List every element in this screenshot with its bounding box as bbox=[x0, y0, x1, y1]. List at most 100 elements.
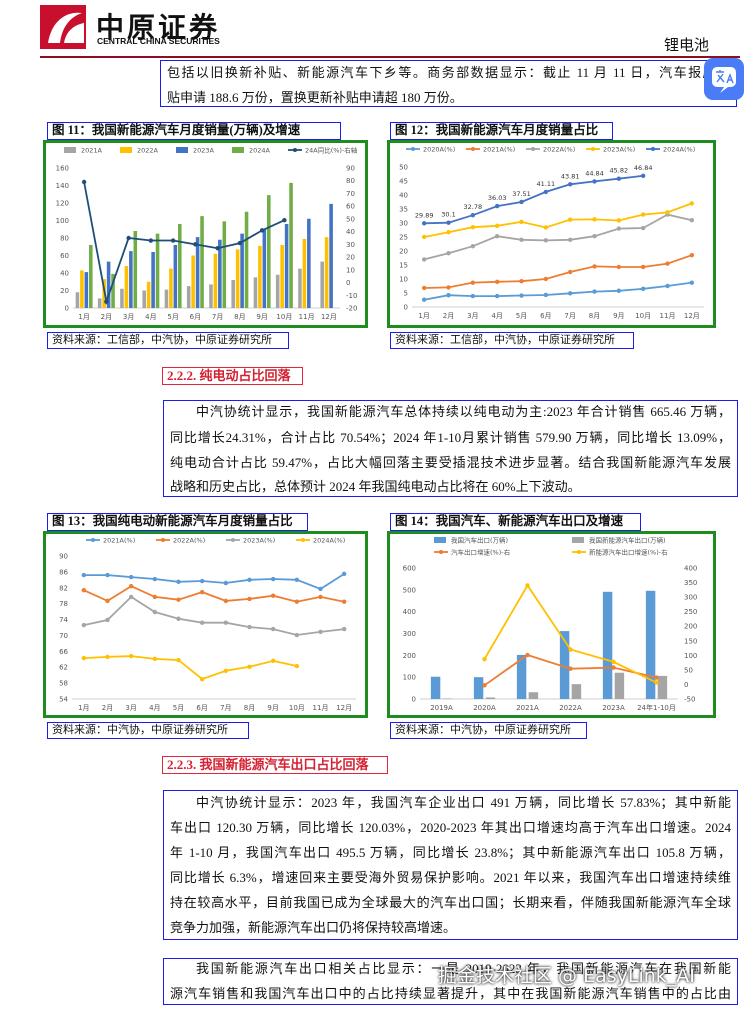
line-marker bbox=[152, 576, 158, 582]
x-tick-label: 5月 bbox=[167, 313, 178, 321]
bar bbox=[195, 237, 200, 308]
x-tick-label: 8月 bbox=[244, 704, 255, 712]
y-tick-label: 40 bbox=[399, 192, 408, 200]
bar bbox=[307, 218, 311, 308]
legend-label: 我国汽车出口(万辆) bbox=[451, 536, 508, 545]
line-marker bbox=[199, 578, 205, 584]
bar bbox=[151, 252, 155, 308]
legend-swatch bbox=[91, 538, 95, 542]
line-marker bbox=[247, 624, 252, 630]
y-tick-label: 35 bbox=[399, 206, 408, 214]
y-tick-label: 60 bbox=[60, 252, 69, 260]
x-tick-label: 7月 bbox=[212, 313, 223, 321]
line-marker bbox=[616, 226, 622, 231]
legend-label: 我国新能源汽车出口(万辆) bbox=[589, 536, 666, 545]
legend-label: 2024A(%) bbox=[313, 537, 345, 545]
x-tick-label: 12月 bbox=[321, 313, 337, 321]
x-tick-label: 3月 bbox=[125, 704, 136, 712]
line-marker bbox=[470, 280, 476, 285]
y-tick-label: 86 bbox=[59, 568, 68, 576]
legend-label: 汽车出口增速(%)-右 bbox=[451, 548, 511, 557]
paragraph-box: 中汽协统计显示，我国新能源汽车总体持续以纯电动为主:2023 年合计销售 665… bbox=[163, 400, 738, 497]
line-marker bbox=[270, 593, 276, 598]
line-marker bbox=[616, 264, 622, 270]
bar bbox=[244, 211, 249, 308]
line-marker bbox=[294, 663, 300, 669]
line-marker bbox=[421, 285, 427, 291]
y-tick-label: 58 bbox=[59, 680, 68, 688]
legend-label: 2021A(%) bbox=[103, 537, 135, 545]
data-label: 46.84 bbox=[634, 164, 653, 172]
bar bbox=[231, 280, 235, 308]
bar bbox=[284, 224, 289, 308]
y2-tick-label: 150 bbox=[684, 637, 697, 645]
line-marker bbox=[616, 176, 622, 181]
legend-label: 24A同比(%)-右轴 bbox=[305, 146, 358, 155]
x-tick-label: 9月 bbox=[613, 312, 624, 320]
bar bbox=[280, 245, 284, 308]
line-marker bbox=[689, 218, 695, 223]
line-marker bbox=[482, 656, 487, 662]
x-tick-label: 10月 bbox=[289, 704, 305, 712]
x-tick-label: 5月 bbox=[173, 704, 184, 712]
y-tick-label: 500 bbox=[403, 586, 416, 594]
legend-swatch bbox=[591, 147, 595, 151]
bar bbox=[142, 290, 146, 308]
line-marker bbox=[567, 269, 573, 275]
translate-icon[interactable] bbox=[703, 57, 745, 101]
bar bbox=[528, 692, 539, 699]
line-marker bbox=[640, 173, 646, 179]
y-tick-label: 0 bbox=[65, 305, 69, 313]
legend-swatch bbox=[293, 148, 297, 152]
y2-tick-label: -20 bbox=[346, 305, 357, 313]
line-marker bbox=[567, 237, 573, 242]
bar bbox=[516, 654, 527, 699]
legend-label: 2023A(%) bbox=[603, 146, 635, 154]
legend-swatch bbox=[301, 538, 305, 542]
x-tick-label: 10月 bbox=[635, 312, 651, 320]
chart-frame: 0 100 200 300 400 500 600 -50 0 50 100 150 200 250 300… bbox=[387, 531, 716, 718]
x-tick-label: 2020A bbox=[473, 704, 496, 712]
logo-cn: 中原证券 bbox=[96, 13, 221, 44]
y-tick-label: 40 bbox=[60, 270, 69, 278]
bar bbox=[213, 253, 218, 308]
y2-tick-label: 200 bbox=[684, 623, 697, 631]
bar bbox=[298, 268, 302, 308]
series-line bbox=[83, 585, 345, 603]
x-tick-label: 6月 bbox=[196, 704, 207, 712]
x-tick-label: 5月 bbox=[516, 312, 527, 320]
bar bbox=[97, 298, 102, 308]
y-tick-label: 100 bbox=[56, 217, 69, 225]
line-marker bbox=[543, 276, 549, 282]
paragraph-box: 我国新能源汽车出口相关占比显示：一是 2019-2023 年，我国新能源汽车在我… bbox=[163, 958, 738, 1005]
bar bbox=[442, 698, 453, 699]
series-line bbox=[83, 573, 345, 591]
y2-tick-label: 350 bbox=[684, 579, 697, 587]
line-marker bbox=[592, 264, 597, 269]
x-tick-label: 2021A bbox=[516, 704, 539, 712]
line-marker bbox=[341, 599, 347, 604]
legend-label: 新能源汽车出口增速(%)-右 bbox=[589, 548, 668, 557]
legend-swatch bbox=[651, 147, 655, 151]
x-tick-label: 10月 bbox=[276, 313, 292, 321]
figure-caption: 图 14：我国汽车、新能源汽车出口及增速 bbox=[395, 514, 624, 528]
legend-swatch bbox=[232, 147, 244, 153]
x-tick-label: 24年1-10月 bbox=[637, 703, 676, 712]
data-label: 29.89 bbox=[415, 211, 434, 219]
bar bbox=[89, 245, 93, 308]
source-box: 资料来源：工信部，中汽协，中原证券研究所 bbox=[390, 332, 634, 349]
line-marker bbox=[152, 656, 158, 662]
bar bbox=[657, 675, 668, 699]
line-marker bbox=[567, 182, 573, 187]
bar bbox=[289, 182, 293, 308]
bar bbox=[253, 277, 258, 308]
line-marker bbox=[654, 680, 659, 685]
section-heading: 2.2.3. 我国新能源汽车出口占比回落 bbox=[167, 757, 369, 772]
x-tick-label: 6月 bbox=[190, 313, 201, 321]
text-line: 年 1-10 月，我国汽车出口 495.5 万辆，同比增长 23.8%；其中新能… bbox=[170, 845, 731, 860]
line-marker bbox=[689, 253, 695, 258]
data-label: 43.81 bbox=[561, 172, 580, 180]
y2-tick-label: 50 bbox=[346, 215, 355, 223]
line-marker bbox=[525, 583, 530, 588]
line-marker bbox=[616, 218, 622, 223]
